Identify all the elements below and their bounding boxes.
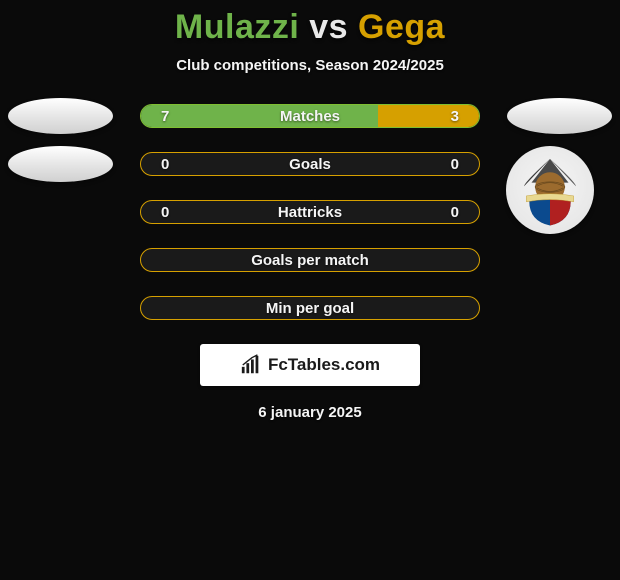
chart-icon (240, 354, 262, 376)
page-title: Mulazzi vs Gega (0, 8, 620, 47)
stat-bar: Min per goal (140, 296, 480, 320)
subtitle: Club competitions, Season 2024/2025 (0, 57, 620, 74)
stats-rows: 73Matches 00Goals 00Hattricks Goals per ma… (0, 104, 620, 320)
stat-row: Min per goal (0, 296, 620, 320)
stat-bar: Goals per match (140, 248, 480, 272)
stat-label: Goals (141, 156, 479, 173)
stat-bar: 00Goals (140, 152, 480, 176)
vs-text: vs (309, 8, 348, 46)
stat-row: Goals per match (0, 248, 620, 272)
player1-name: Mulazzi (175, 8, 299, 46)
stat-bar: 73Matches (140, 104, 480, 128)
stat-row: 00Hattricks (0, 200, 620, 224)
player1-badge (8, 146, 113, 182)
stat-label: Hattricks (141, 204, 479, 221)
stat-bar: 00Hattricks (140, 200, 480, 224)
stat-row: 73Matches (0, 104, 620, 128)
player2-name: Gega (358, 8, 445, 46)
player1-badge (8, 98, 113, 134)
branding-badge: FcTables.com (200, 344, 420, 386)
player2-badge (507, 98, 612, 134)
branding-text: FcTables.com (268, 355, 380, 375)
stat-label: Min per goal (141, 300, 479, 317)
stat-row: 00Goals (0, 152, 620, 176)
date-text: 6 january 2025 (0, 404, 620, 421)
stat-label: Goals per match (141, 252, 479, 269)
stat-label: Matches (141, 108, 479, 125)
